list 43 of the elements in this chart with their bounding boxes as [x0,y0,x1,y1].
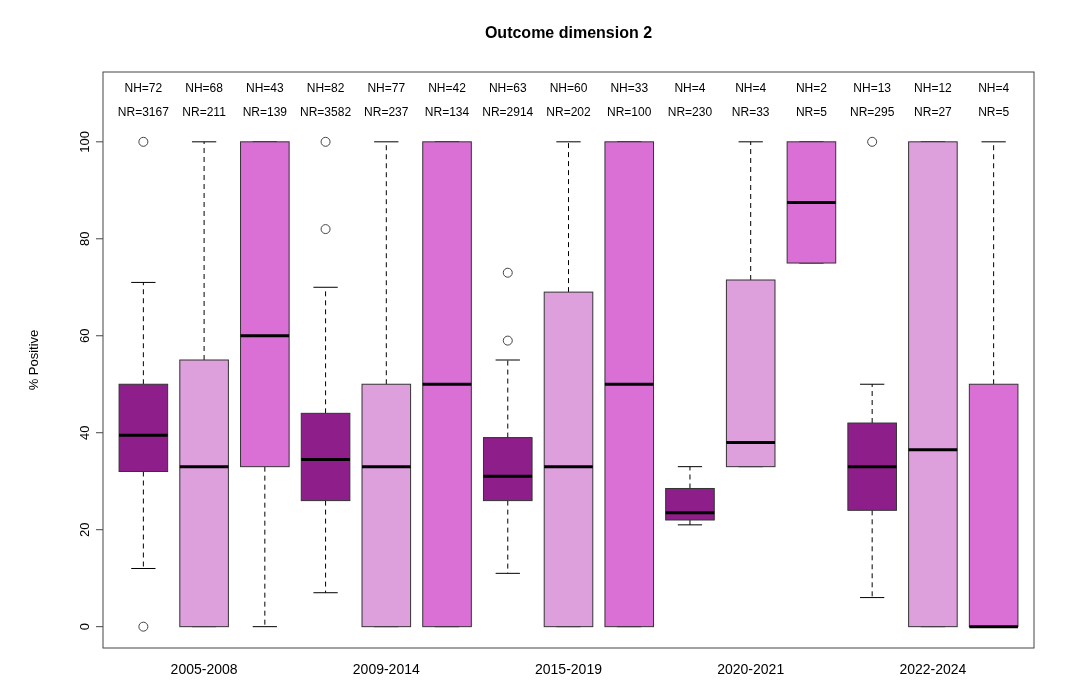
y-tick-label: 80 [77,231,92,247]
annotation: NR=3582 [300,105,352,119]
y-tick-label: 100 [77,130,92,153]
annotation: NR=237 [364,105,409,119]
annotation: NH=4 [735,81,767,95]
annotation: NH=13 [853,81,892,95]
annotation: NR=139 [242,105,288,119]
annotation: NH=82 [306,81,345,95]
y-axis-title: % Positive [26,329,41,391]
annotation: NR=5 [978,105,1010,119]
annotation: NR=2914 [482,105,534,119]
annotation: NH=63 [488,81,527,95]
annotation: NH=72 [124,81,163,95]
annotation: NR=27 [914,105,953,119]
x-tick-label: 2009-2014 [352,661,420,677]
annotation: NH=12 [914,81,953,95]
y-tick-label: 20 [77,522,92,537]
annotation: NR=33 [731,105,770,119]
y-tick-label: 60 [77,328,92,343]
annotation: NR=100 [607,105,652,119]
annotation: NR=5 [795,105,828,119]
annotation: NH=43 [245,81,284,95]
annotation: NR=295 [849,105,895,119]
annotation: NR=3167 [117,105,170,119]
y-tick-label: 0 [77,623,92,631]
x-tick-label: 2005-2008 [170,661,238,677]
annotation: NH=2 [795,81,828,95]
x-tick-label: 2020-2021 [717,661,785,677]
annotation: NR=230 [667,105,713,119]
annotation: NH=4 [978,81,1010,95]
annotation: NH=42 [428,81,467,95]
chart-title: Outcome dimension 2 [484,24,653,41]
annotation: NH=4 [674,81,706,95]
annotation: NH=77 [367,81,406,95]
annotation: NH=33 [610,81,649,95]
annotation: NR=202 [546,105,591,119]
y-tick-label: 40 [77,425,92,440]
annotation: NH=68 [185,81,224,95]
x-tick-label: 2022-2024 [899,661,967,677]
x-tick-label: 2015-2019 [535,661,603,677]
annotation: NR=211 [182,105,227,119]
annotation: NH=60 [549,81,588,95]
annotation: NR=134 [424,105,470,119]
